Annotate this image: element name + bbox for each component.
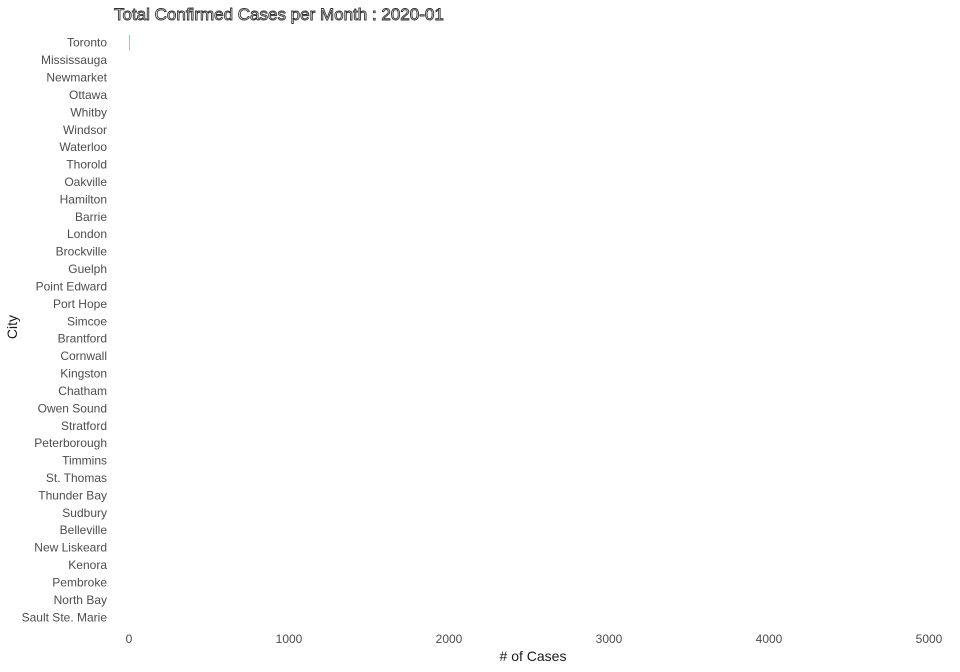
y-tick-label: Thorold [66, 158, 107, 172]
y-tick-label: Point Edward [36, 279, 107, 293]
y-tick-label: Kingston [60, 367, 107, 381]
x-tick-label: 2000 [436, 632, 463, 646]
x-axis-title: # of Cases [500, 648, 567, 664]
y-tick-label: Kenora [68, 558, 107, 572]
y-tick-label: Toronto [67, 36, 107, 50]
y-tick-label: Oakville [64, 175, 107, 189]
y-tick-label: Ottawa [69, 88, 107, 102]
y-tick-label: Port Hope [53, 297, 107, 311]
x-tick-label: 1000 [276, 632, 303, 646]
y-tick-label: Sault Ste. Marie [22, 610, 108, 624]
y-tick-label: Pembroke [52, 575, 107, 589]
y-tick-label: Hamilton [60, 192, 107, 206]
x-tick-label: 0 [126, 632, 133, 646]
x-tick-label: 5000 [916, 632, 943, 646]
y-tick-label: Belleville [60, 523, 108, 537]
y-tick-label: Owen Sound [38, 401, 107, 415]
y-tick-label: Windsor [63, 123, 107, 137]
y-axis-tick-labels: Toronto Mississauga Newmarket Ottawa Whitby W… [22, 36, 108, 625]
y-tick-label: Peterborough [34, 436, 107, 450]
y-tick-label: North Bay [54, 593, 107, 607]
y-tick-label: Brantford [58, 332, 107, 346]
y-tick-label: Simcoe [67, 314, 107, 328]
y-tick-label: St. Thomas [46, 471, 107, 485]
chart-title: Total Confirmed Cases per Month : 2020-0… [114, 5, 444, 24]
x-tick-label: 4000 [756, 632, 783, 646]
y-tick-label: Whitby [70, 105, 107, 119]
y-tick-label: Newmarket [46, 71, 107, 85]
y-tick-label: Brockville [56, 245, 108, 259]
y-tick-label: Guelph [68, 262, 107, 276]
x-tick-label: 3000 [596, 632, 623, 646]
y-tick-label: London [67, 227, 107, 241]
y-tick-label: Mississauga [41, 53, 107, 67]
y-tick-label: New Liskeard [34, 541, 107, 555]
y-axis-title: City [4, 315, 20, 339]
x-axis-tick-labels: 0 1000 2000 3000 4000 5000 [126, 632, 943, 646]
y-tick-label: Chatham [58, 384, 107, 398]
y-tick-label: Thunder Bay [38, 488, 107, 502]
y-tick-label: Timmins [62, 454, 107, 468]
y-tick-label: Sudbury [62, 506, 107, 520]
y-tick-label: Stratford [61, 419, 107, 433]
y-tick-label: Cornwall [60, 349, 107, 363]
y-tick-label: Barrie [75, 210, 107, 224]
y-tick-label: Waterloo [59, 140, 107, 154]
